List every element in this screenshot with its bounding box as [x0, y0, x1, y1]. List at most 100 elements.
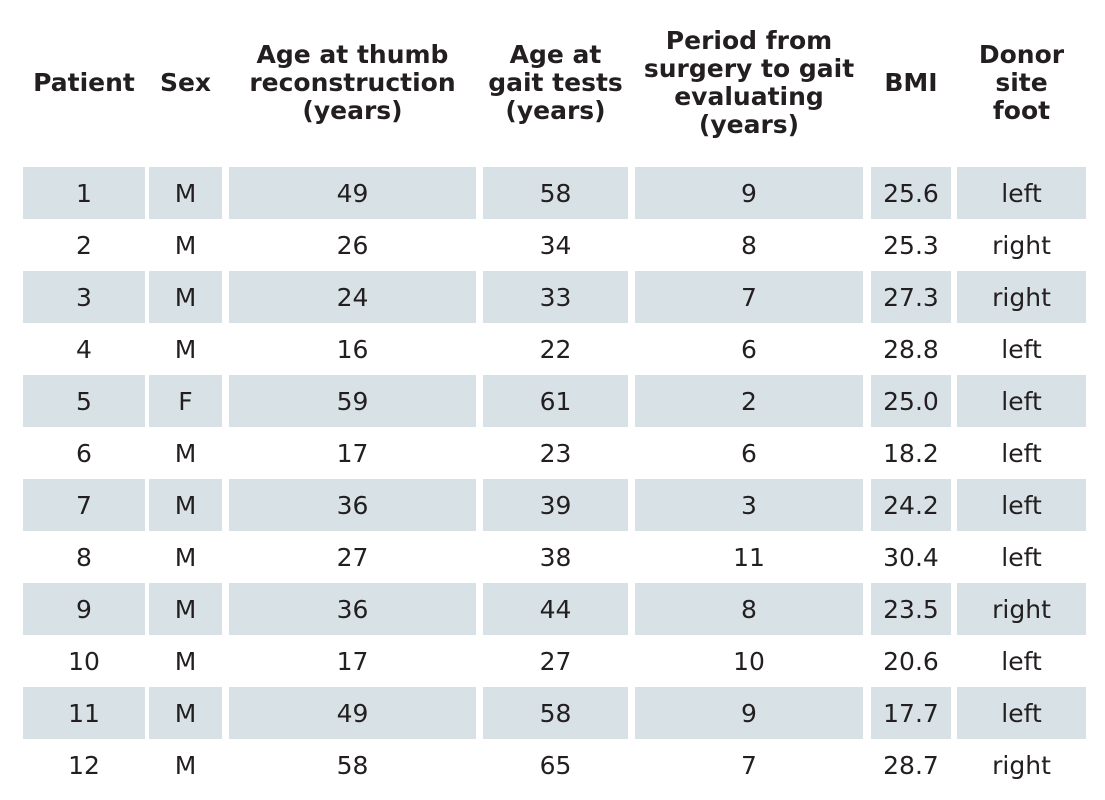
table-header: Patient Sex Age at thumb reconstruction …: [0, 0, 1105, 166]
cell-donor-site: right: [992, 750, 1051, 780]
cell-bmi: 25.6: [871, 167, 951, 219]
cell-age-reconstruction: 27: [336, 542, 369, 572]
cell-donor-site: left: [957, 479, 1086, 531]
cell-age-gait-tests: 58: [483, 167, 628, 219]
cell-donor-site: left: [957, 167, 1086, 219]
cell-age-reconstruction: 59: [229, 375, 476, 427]
cell-donor-site: left: [1001, 646, 1042, 676]
table-row: 7 M 36 39 3 24.2 left: [0, 479, 1105, 531]
cell-age-reconstruction: 26: [336, 230, 369, 260]
header-period-surgery-to-gait: Period from surgery to gait evaluating (…: [643, 25, 855, 140]
cell-age-gait-tests: 33: [483, 271, 628, 323]
cell-sex: M: [174, 750, 197, 780]
cell-patient: 1: [23, 167, 145, 219]
cell-donor-site: right: [957, 583, 1086, 635]
cell-patient: 10: [68, 646, 100, 676]
cell-donor-site: right: [992, 230, 1051, 260]
cell-period: 3: [635, 479, 863, 531]
cell-sex: M: [149, 271, 222, 323]
cell-age-reconstruction: 58: [336, 750, 369, 780]
cell-age-reconstruction: 49: [229, 167, 476, 219]
cell-bmi: 25.3: [883, 230, 939, 260]
cell-period: 7: [635, 271, 863, 323]
table-row: 3 M 24 33 7 27.3 right: [0, 271, 1105, 323]
cell-period: 2: [635, 375, 863, 427]
cell-age-reconstruction: 16: [336, 334, 369, 364]
cell-period: 6: [741, 438, 757, 468]
cell-period: 10: [733, 646, 765, 676]
cell-bmi: 20.6: [883, 646, 939, 676]
cell-patient: 8: [76, 542, 92, 572]
cell-age-gait-tests: 22: [539, 334, 572, 364]
table-row: 11 M 49 58 9 17.7 left: [0, 687, 1105, 739]
cell-bmi: 24.2: [871, 479, 951, 531]
cell-donor-site: right: [957, 271, 1086, 323]
cell-sex: M: [174, 646, 197, 676]
cell-bmi: 17.7: [871, 687, 951, 739]
table-row: 8 M 27 38 11 30.4 left: [0, 531, 1105, 583]
header-bmi: BMI: [884, 67, 938, 97]
cell-patient: 11: [23, 687, 145, 739]
cell-donor-site: left: [1001, 334, 1042, 364]
cell-bmi: 27.3: [871, 271, 951, 323]
cell-sex: M: [149, 687, 222, 739]
cell-sex: M: [174, 334, 197, 364]
cell-sex: M: [149, 479, 222, 531]
table-row: 9 M 36 44 8 23.5 right: [0, 583, 1105, 635]
header-age-at-thumb-reconstruction: Age at thumb reconstruction (years): [249, 39, 456, 126]
header-age-at-gait-tests: Age at gait tests (years): [488, 39, 623, 126]
cell-age-reconstruction: 24: [229, 271, 476, 323]
cell-age-gait-tests: 27: [539, 646, 572, 676]
table-row: 1 M 49 58 9 25.6 left: [0, 167, 1105, 219]
cell-bmi: 18.2: [883, 438, 939, 468]
header-patient: Patient: [33, 67, 135, 97]
cell-patient: 12: [68, 750, 100, 780]
table-row: 5 F 59 61 2 25.0 left: [0, 375, 1105, 427]
table-row: 6 M 17 23 6 18.2 left: [0, 427, 1105, 479]
cell-sex: M: [174, 542, 197, 572]
cell-patient: 6: [76, 438, 92, 468]
cell-patient: 3: [23, 271, 145, 323]
cell-age-gait-tests: 38: [539, 542, 572, 572]
cell-donor-site: left: [1001, 438, 1042, 468]
header-sex: Sex: [159, 67, 212, 97]
cell-bmi: 28.8: [883, 334, 939, 364]
cell-sex: M: [149, 583, 222, 635]
cell-period: 9: [635, 167, 863, 219]
table-row: 2 M 26 34 8 25.3 right: [0, 219, 1105, 271]
cell-patient: 7: [23, 479, 145, 531]
cell-period: 8: [741, 230, 757, 260]
cell-age-reconstruction: 36: [229, 583, 476, 635]
header-donor-site-foot: Donor site foot: [978, 39, 1065, 126]
cell-age-reconstruction: 36: [229, 479, 476, 531]
cell-bmi: 30.4: [883, 542, 939, 572]
cell-period: 6: [741, 334, 757, 364]
cell-sex: M: [149, 167, 222, 219]
cell-age-gait-tests: 39: [483, 479, 628, 531]
cell-bmi: 23.5: [871, 583, 951, 635]
cell-patient: 5: [23, 375, 145, 427]
cell-age-gait-tests: 44: [483, 583, 628, 635]
cell-age-gait-tests: 58: [483, 687, 628, 739]
cell-age-reconstruction: 17: [336, 646, 369, 676]
cell-age-gait-tests: 34: [539, 230, 572, 260]
cell-bmi: 28.7: [883, 750, 939, 780]
cell-donor-site: left: [957, 687, 1086, 739]
cell-bmi: 25.0: [871, 375, 951, 427]
cell-donor-site: left: [957, 375, 1086, 427]
cell-age-gait-tests: 65: [539, 750, 572, 780]
cell-period: 7: [741, 750, 757, 780]
cell-age-reconstruction: 17: [336, 438, 369, 468]
cell-patient: 2: [76, 230, 92, 260]
cell-period: 9: [635, 687, 863, 739]
table-row: 4 M 16 22 6 28.8 left: [0, 323, 1105, 375]
cell-sex: M: [174, 438, 197, 468]
cell-age-reconstruction: 49: [229, 687, 476, 739]
cell-patient: 4: [76, 334, 92, 364]
table-row: 12 M 58 65 7 28.7 right: [0, 739, 1105, 791]
cell-sex: M: [174, 230, 197, 260]
cell-period: 11: [733, 542, 765, 572]
cell-sex: F: [149, 375, 222, 427]
cell-age-gait-tests: 61: [483, 375, 628, 427]
